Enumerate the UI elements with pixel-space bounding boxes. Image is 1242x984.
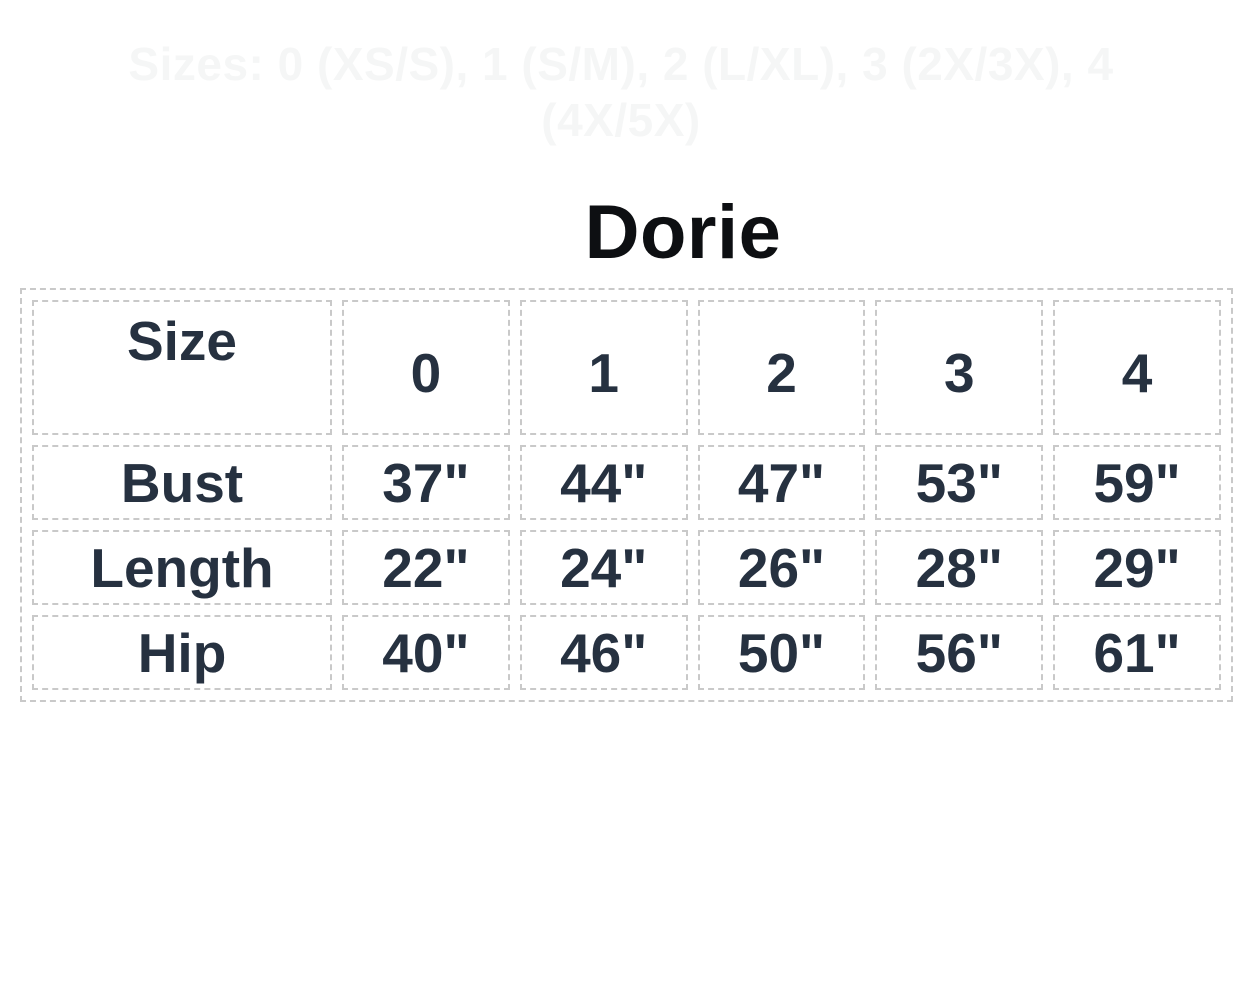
- length-size-1: 24": [519, 530, 688, 606]
- header-cell-size-1: 1: [519, 300, 688, 436]
- bust-size-2: 47": [697, 445, 866, 521]
- sizes-note-line-1: Sizes: 0 (XS/S), 1 (S/M), 2 (L/XL), 3 (2…: [128, 38, 1114, 90]
- hip-size-1: 46": [519, 615, 688, 691]
- hip-size-3: 56": [875, 615, 1044, 691]
- header-cell-size-2: 2: [697, 300, 866, 436]
- table-row-hip: Hip 40" 46" 50" 56" 61": [32, 615, 1221, 691]
- row-label-length: Length: [32, 530, 332, 606]
- bust-size-0: 37": [342, 445, 510, 521]
- sizes-note: Sizes: 0 (XS/S), 1 (S/M), 2 (L/XL), 3 (2…: [40, 36, 1202, 148]
- row-label-bust: Bust: [32, 445, 332, 521]
- bust-size-1: 44": [519, 445, 688, 521]
- length-size-3: 28": [875, 530, 1044, 606]
- product-title: Dorie: [584, 190, 782, 276]
- length-size-2: 26": [697, 530, 866, 606]
- table-header-row: Size 0 1 2 3 4: [32, 300, 1221, 436]
- bust-size-4: 59": [1053, 445, 1221, 521]
- hip-size-4: 61": [1053, 615, 1221, 691]
- table-row-bust: Bust 37" 44" 47" 53" 59": [32, 445, 1221, 521]
- header-cell-size-0: 0: [342, 300, 510, 436]
- length-size-4: 29": [1053, 530, 1221, 606]
- header-cell-size: Size: [32, 300, 332, 436]
- hip-size-0: 40": [342, 615, 510, 691]
- header-cell-size-3: 3: [875, 300, 1044, 436]
- hip-size-2: 50": [697, 615, 866, 691]
- length-size-0: 22": [342, 530, 510, 606]
- row-label-hip: Hip: [32, 615, 332, 691]
- bust-size-3: 53": [875, 445, 1044, 521]
- table-row-length: Length 22" 24" 26" 28" 29": [32, 530, 1221, 606]
- header-cell-size-4: 4: [1053, 300, 1221, 436]
- sizes-note-line-2: (4X/5X): [541, 94, 701, 147]
- size-chart-table: Size 0 1 2 3 4 Bust 37" 44" 47" 53" 59" …: [20, 288, 1233, 703]
